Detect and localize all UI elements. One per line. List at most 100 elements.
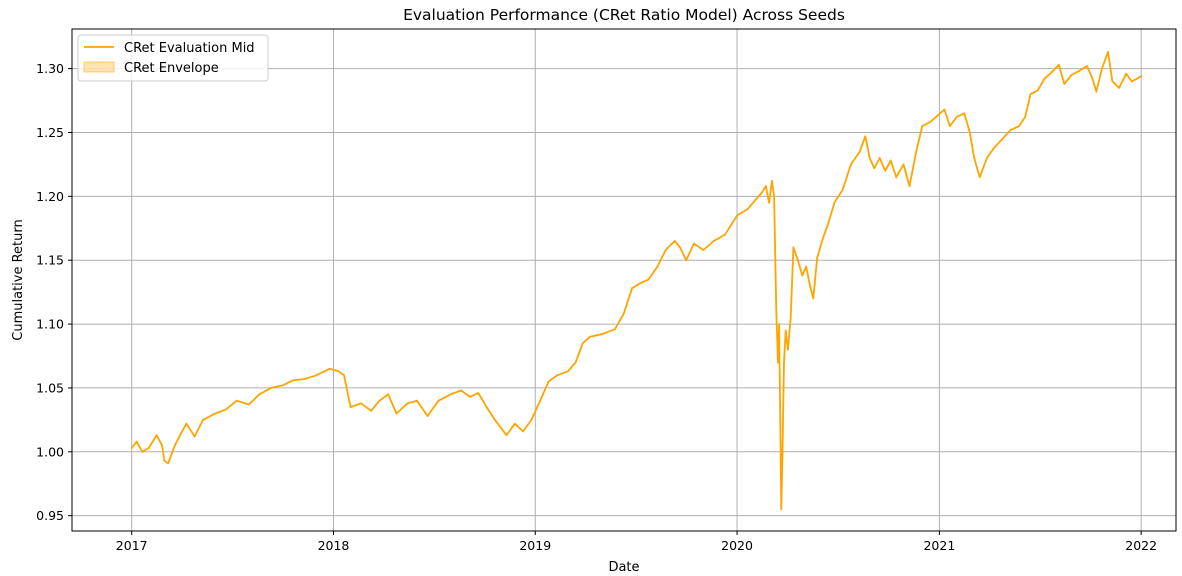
data-point [805,265,808,268]
data-point [792,246,795,249]
data-point [968,131,971,134]
data-point [1070,74,1073,76]
data-point [135,440,138,443]
data-point [1130,80,1133,83]
x-tick-label: 2021 [923,538,955,553]
data-point [469,396,471,398]
data-point [693,242,695,245]
data-point [639,282,642,285]
data-point [1111,80,1114,83]
data-point [779,412,782,415]
data-point [163,459,166,462]
data-point [943,108,946,111]
legend-label-envelope: CRet Envelope [124,61,219,76]
legend: CRet Evaluation Mid CRet Envelope [77,34,269,82]
data-point [530,419,533,421]
data-point [768,201,770,204]
data-point [986,157,988,159]
data-point [771,180,773,182]
data-point [787,348,789,351]
data-point [155,434,158,437]
data-point [993,146,995,149]
x-tick-label: 2018 [318,538,350,553]
data-point [426,415,429,417]
data-point [712,240,715,242]
series-layer [130,51,1143,511]
data-point [864,135,867,138]
y-axis-label: Cumulative Return [11,219,26,340]
data-point [141,450,144,453]
data-point [378,399,381,402]
data-point [647,278,650,281]
data-point [858,150,861,153]
data-point [173,444,176,447]
y-tick-label: 1.30 [36,61,64,76]
data-point [973,157,976,159]
data-point [1043,77,1046,80]
data-point [130,447,133,449]
data-point [780,508,783,511]
data-point [936,115,939,117]
data-point [664,249,667,251]
data-point [1001,138,1004,140]
data-point [895,176,898,179]
data-point [1091,77,1094,80]
data-point [270,387,272,389]
data-point [600,333,603,336]
data-point [679,246,681,249]
data-point [292,379,294,382]
data-point [589,335,591,338]
data-point [889,159,892,162]
x-tick-label: 2022 [1125,538,1157,553]
data-point [631,287,633,290]
data-point [1140,75,1143,78]
data-point [539,399,542,402]
data-point [736,214,738,217]
data-point [1086,65,1088,67]
data-point [224,408,227,411]
data-point [702,249,705,251]
data-point [873,167,876,170]
series-line-cret-evaluation-mid [130,51,1142,511]
data-point [167,462,170,465]
data-point [343,374,345,377]
data-point [416,399,418,402]
legend-box [77,34,269,82]
data-point [1101,67,1103,70]
data-point [656,265,659,268]
data-point [777,361,779,364]
data-point [781,457,784,460]
data-point [773,195,775,198]
data-point [1036,89,1039,92]
y-tick-label: 1.15 [36,253,64,268]
data-point [949,125,951,127]
data-point [387,393,390,396]
data-point [809,284,811,287]
data-point [1051,70,1054,73]
data-point [574,361,577,364]
data-point [673,240,676,242]
data-point [1077,70,1080,73]
data-point [789,316,792,319]
data-point [761,191,763,194]
data-point [395,412,398,415]
data-point [622,312,625,315]
data-point [235,399,238,402]
data-point [822,236,825,239]
y-tick-label: 1.05 [36,380,64,395]
data-point [449,393,452,396]
data-point [337,370,340,373]
data-point [522,430,524,433]
data-point [477,392,480,394]
data-point [614,328,616,331]
data-point [685,259,688,262]
data-point [884,169,887,172]
data-point [1095,90,1098,93]
data-point [1009,129,1012,131]
data-point [1107,51,1109,53]
data-point [258,393,261,396]
data-point [1024,116,1026,118]
data-point [248,403,250,406]
data-point [902,163,905,166]
